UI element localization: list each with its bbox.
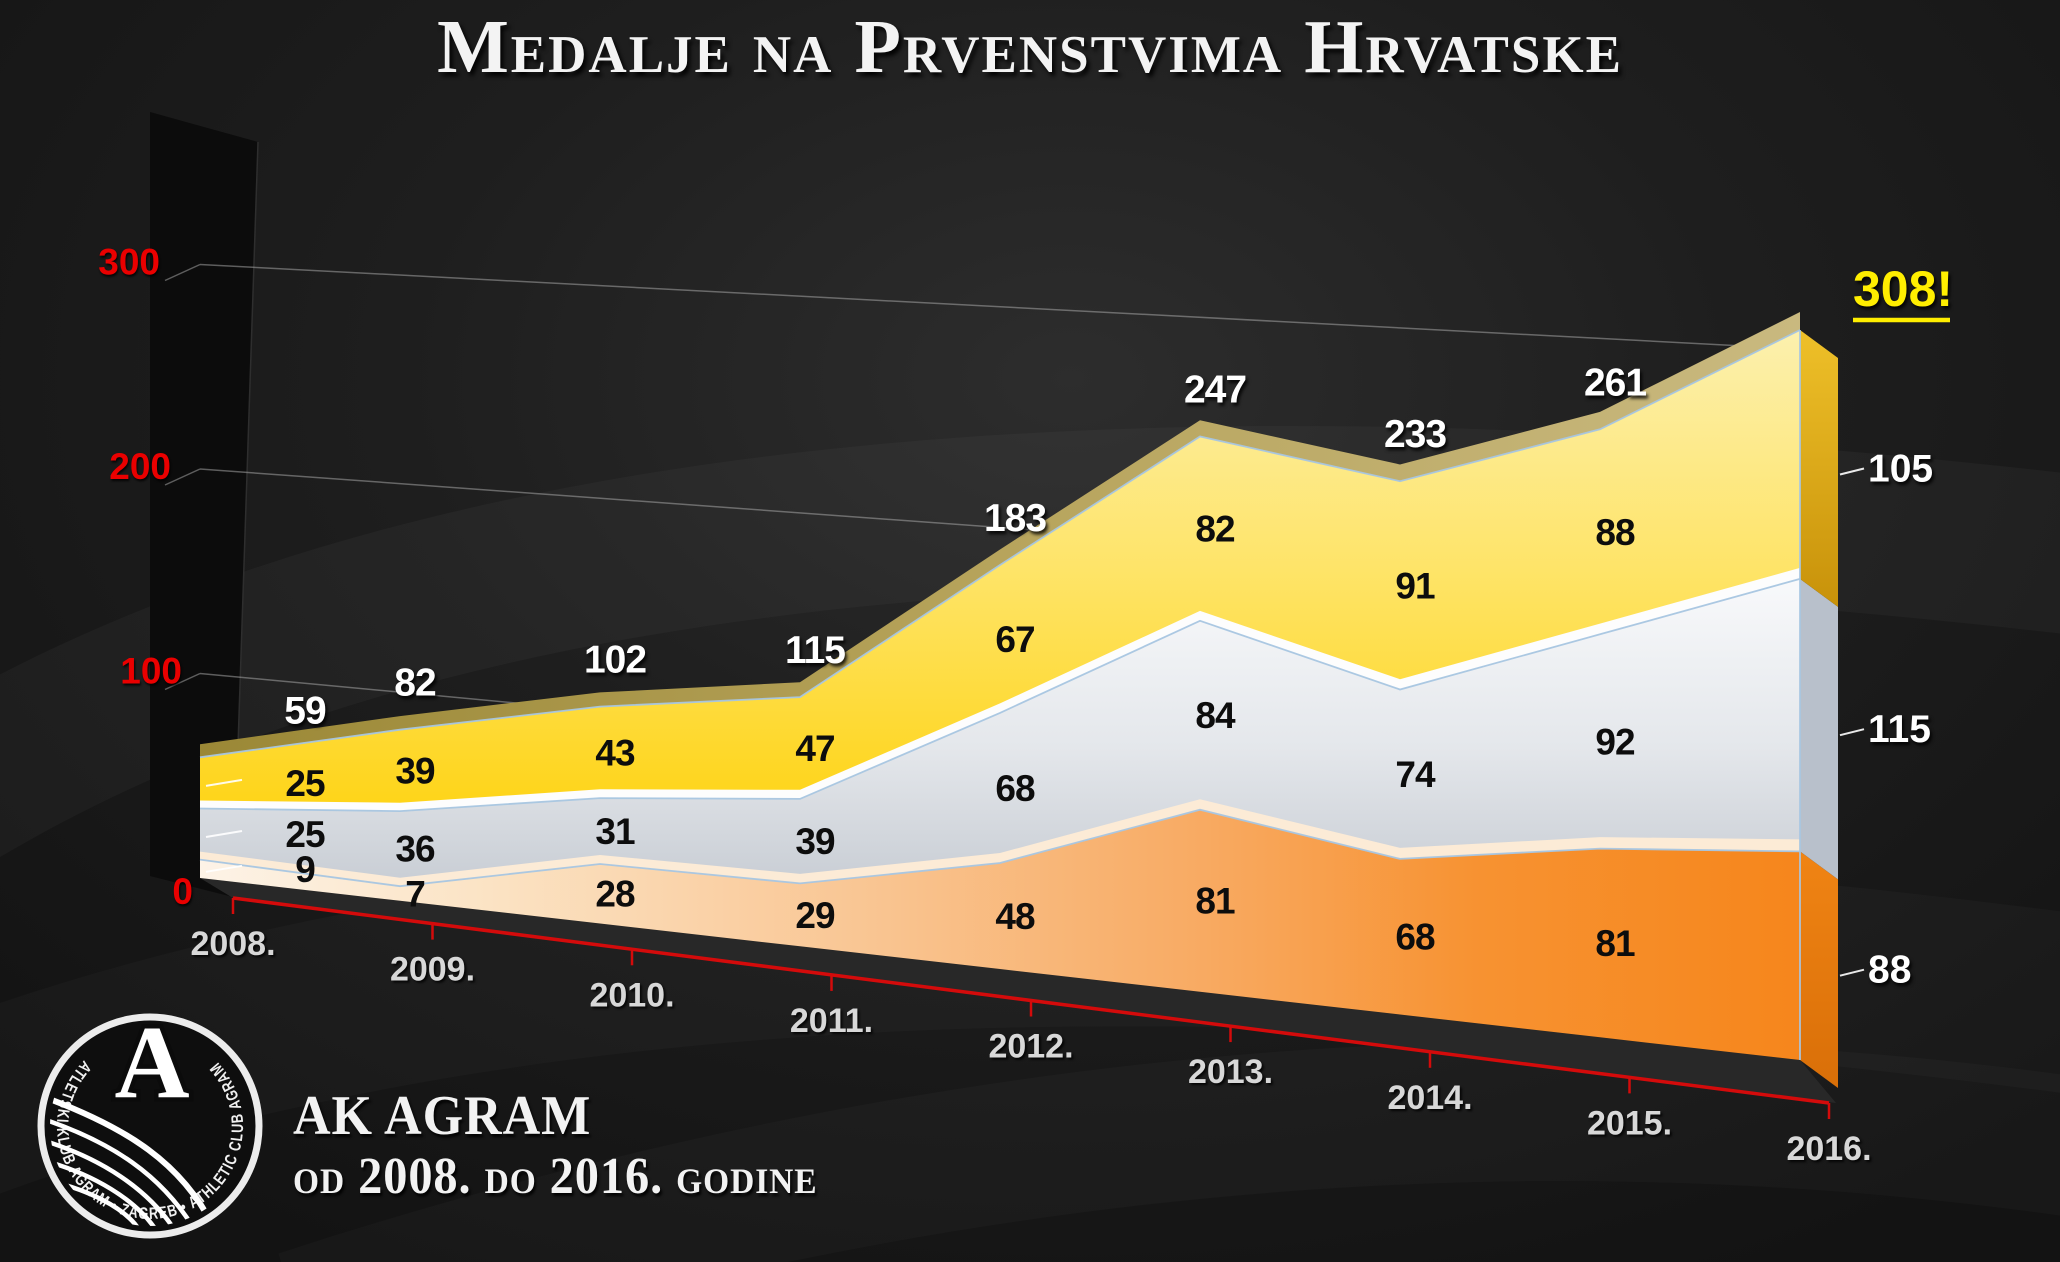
value-label-yellow: 88 bbox=[1595, 512, 1635, 553]
logo-letter: A bbox=[114, 1005, 189, 1120]
club-logo: ATLETSKI KLUB AGRAM • ZAGREB • ATHLETIC … bbox=[37, 1001, 263, 1239]
area-yellow bbox=[200, 330, 1800, 812]
total-label: 247 bbox=[1184, 369, 1246, 412]
year-label: 2016. bbox=[1786, 1130, 1871, 1168]
value-label-orange: 29 bbox=[795, 895, 835, 936]
final-total-label: 308! bbox=[1853, 261, 1953, 317]
area-chart: 2008. 2009. 2010. 2011. 2012. 2013. 2014. 2015.… bbox=[98, 112, 1953, 1168]
y-tick-label: 0 bbox=[172, 871, 193, 912]
year-label: 2011. bbox=[790, 1002, 873, 1040]
area-side-face-orange bbox=[1800, 851, 1838, 1088]
year-label: 2012. bbox=[988, 1028, 1073, 1066]
value-label-yellow: 39 bbox=[395, 750, 435, 791]
total-label: 261 bbox=[1584, 361, 1646, 404]
leader-line bbox=[205, 864, 243, 873]
total-label: 115 bbox=[785, 629, 845, 672]
value-label-orange: 28 bbox=[595, 874, 635, 915]
value-label-orange: 48 bbox=[995, 896, 1035, 937]
footer-year-range: od 2008. do 2016. godine bbox=[293, 1147, 818, 1205]
area-side-face-yellow bbox=[1800, 330, 1838, 607]
logo-track-lanes bbox=[50, 1097, 217, 1226]
year-label: 2010. bbox=[589, 976, 674, 1014]
leader-line bbox=[1839, 968, 1865, 977]
total-label: 102 bbox=[584, 639, 646, 682]
right-value-label-gray: 115 bbox=[1868, 708, 1931, 751]
total-label: 59 bbox=[284, 689, 326, 732]
chart-title: Medalje na Prvenstvima Hrvatske bbox=[437, 5, 1623, 89]
value-label-orange: 81 bbox=[1595, 923, 1635, 964]
value-label-orange: 81 bbox=[1195, 881, 1235, 922]
area-edge-orange bbox=[199, 808, 1801, 888]
left-wall bbox=[150, 112, 258, 897]
value-label-gray: 92 bbox=[1595, 721, 1635, 762]
value-label-gray: 84 bbox=[1195, 695, 1236, 736]
area-gray bbox=[200, 578, 1800, 887]
total-label: 183 bbox=[984, 497, 1046, 540]
grid-line bbox=[199, 263, 1801, 350]
value-label-orange: 7 bbox=[405, 874, 425, 915]
leader-line bbox=[1839, 467, 1865, 476]
value-label-gray: 39 bbox=[795, 821, 835, 862]
value-label-yellow: 25 bbox=[285, 763, 325, 804]
value-label-orange: 68 bbox=[1395, 917, 1435, 958]
value-label-gray: 74 bbox=[1395, 754, 1436, 795]
area-edge-yellow bbox=[199, 329, 1801, 759]
y-tick-label: 300 bbox=[98, 242, 160, 283]
leader-line bbox=[205, 830, 243, 838]
year-label: 2009. bbox=[390, 951, 475, 989]
right-value-label-yellow: 105 bbox=[1868, 448, 1933, 491]
y-tick-label: 100 bbox=[120, 651, 182, 692]
y-tick-label: 200 bbox=[109, 446, 171, 487]
value-label-yellow: 82 bbox=[1195, 509, 1235, 550]
area-top-face-orange bbox=[200, 799, 1800, 887]
grid-line-wall-stub bbox=[164, 263, 201, 282]
year-label: 2008. bbox=[190, 925, 275, 963]
year-label: 2014. bbox=[1387, 1079, 1472, 1117]
year-label: 2015. bbox=[1587, 1104, 1672, 1142]
value-label-yellow: 67 bbox=[995, 619, 1034, 660]
value-label-gray: 68 bbox=[995, 768, 1035, 809]
grid-line-wall-stub bbox=[164, 672, 201, 691]
value-label-yellow: 43 bbox=[595, 732, 635, 773]
value-label-orange: 9 bbox=[295, 849, 315, 890]
footer-club-name: AK AGRAM bbox=[293, 1085, 592, 1147]
value-label-gray: 36 bbox=[395, 829, 435, 870]
total-label: 233 bbox=[1384, 413, 1446, 456]
floor bbox=[200, 878, 1836, 1103]
value-label-yellow: 91 bbox=[1395, 565, 1435, 606]
value-label-gray: 31 bbox=[595, 811, 635, 852]
value-label-yellow: 47 bbox=[795, 728, 834, 769]
total-label: 82 bbox=[394, 662, 436, 705]
area-side-face-gray bbox=[1800, 578, 1838, 880]
value-label-gray: 25 bbox=[285, 814, 325, 855]
year-label: 2013. bbox=[1188, 1053, 1273, 1091]
area-orange bbox=[200, 809, 1800, 1060]
right-value-label-orange: 88 bbox=[1868, 949, 1911, 992]
footer: AK AGRAM od 2008. do 2016. godine bbox=[293, 1085, 818, 1205]
leader-line bbox=[1839, 728, 1865, 737]
area-edge-gray bbox=[199, 578, 1801, 813]
leader-line bbox=[205, 778, 243, 787]
grid-line-wall-stub bbox=[164, 468, 201, 486]
